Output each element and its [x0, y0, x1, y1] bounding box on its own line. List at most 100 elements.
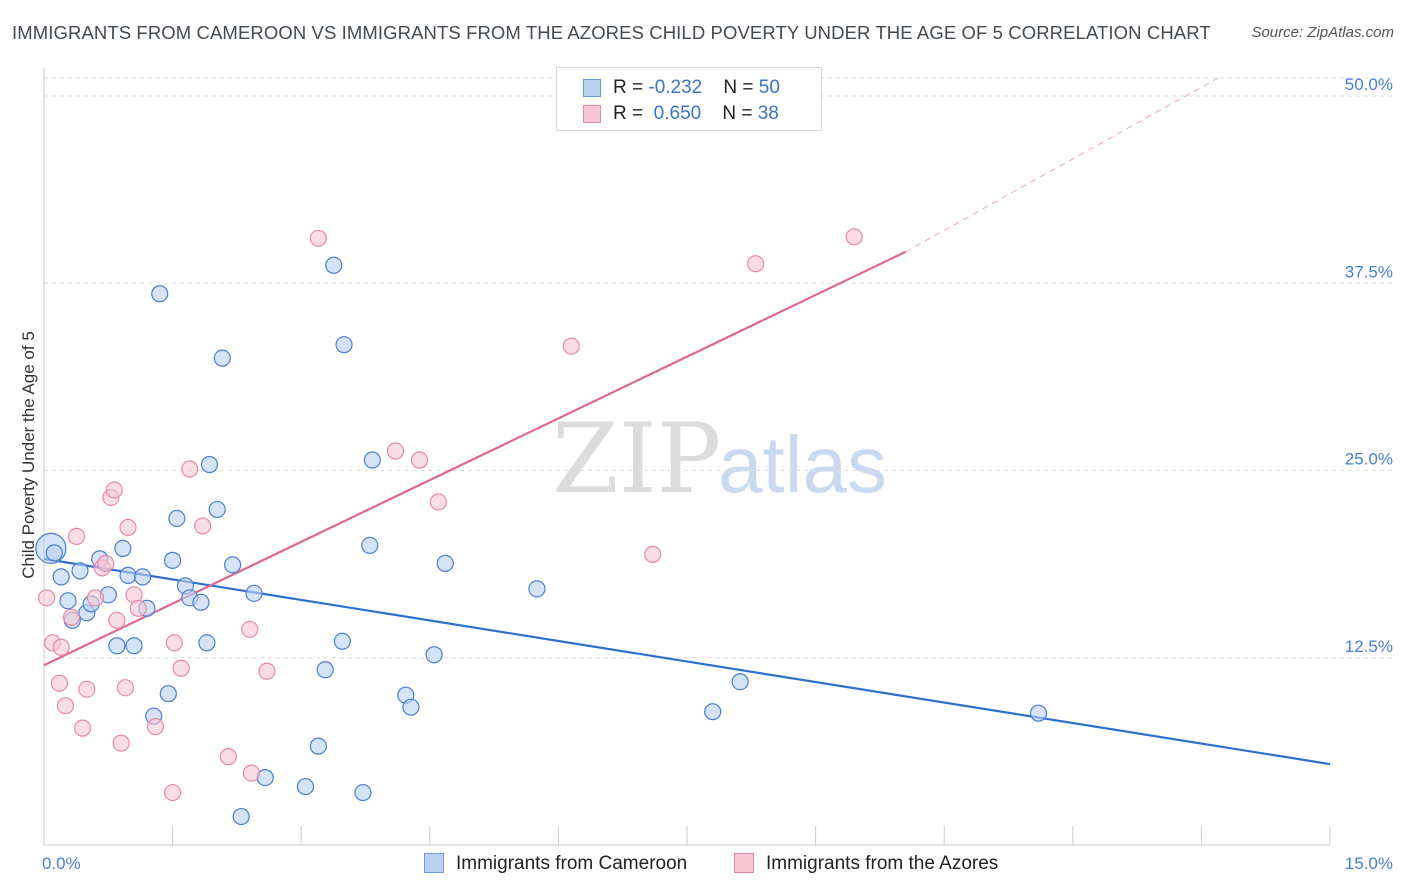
data-point-azores [50, 674, 69, 692]
watermark: ZIP atlas [552, 403, 887, 515]
data-point-cameroon [363, 451, 381, 469]
legend-r-label: R = [613, 103, 649, 124]
data-point-azores [52, 638, 70, 656]
watermark-zip: ZIP [552, 403, 721, 515]
data-point-cameroon [354, 783, 372, 802]
x-tick-label: 0.0% [42, 854, 81, 873]
data-point-cameroon [200, 455, 219, 474]
watermark-atlas: atlas [718, 420, 887, 509]
data-point-azores [194, 517, 212, 535]
data-point-cameroon [425, 646, 443, 664]
bottom-legend-label-azores: Immigrants from the Azores [766, 853, 999, 874]
data-point-azores [86, 589, 105, 607]
legend-text-cameroon: R = -0.232 N = 50 [613, 77, 780, 99]
legend-r-label: R = [613, 77, 649, 98]
chart-title: IMMIGRANTS FROM CAMEROON VS IMMIGRANTS F… [12, 22, 1211, 43]
trend-line-cameroon [43, 557, 1331, 766]
data-point-cameroon [71, 562, 89, 580]
data-point-azores [562, 337, 580, 355]
data-point-cameroon [402, 698, 420, 716]
data-point-azores [386, 442, 405, 460]
tick-labels: 12.5% 25.0% 37.5% 50.0% 0.0% 15.0% [42, 75, 1393, 873]
data-point-azores [258, 662, 276, 680]
legend-n-value: 50 [758, 77, 780, 98]
data-point-azores [219, 748, 237, 766]
data-point-cameroon [119, 566, 137, 584]
bottom-legend-swatch-cameroon [424, 853, 444, 873]
data-point-azores [172, 659, 190, 677]
data-point-cameroon [45, 544, 63, 562]
data-point-cameroon [731, 673, 749, 691]
bottom-legend-swatch-azores [734, 853, 754, 873]
y-tick-label: 25.0% [1345, 450, 1393, 469]
data-point-cameroon [436, 554, 454, 572]
data-point-azores [119, 518, 137, 537]
data-point-azores [78, 680, 96, 698]
data-point-cameroon [213, 349, 231, 367]
data-point-azores [410, 451, 429, 469]
data-point-cameroon [192, 593, 210, 611]
data-point-cameroon [108, 637, 126, 655]
x-tick-label: 15.0% [1345, 854, 1393, 873]
data-point-cameroon [125, 637, 143, 655]
data-point-cameroon [198, 634, 216, 652]
data-point-cameroon [325, 256, 343, 274]
data-point-azores [242, 764, 261, 782]
data-point-azores [129, 599, 147, 617]
data-points [35, 228, 1048, 826]
data-point-azores [165, 634, 183, 652]
data-point-cameroon [114, 539, 132, 557]
data-point-azores [108, 611, 126, 629]
data-point-azores [146, 718, 165, 736]
legend-r-value: 0.650 [648, 103, 702, 124]
data-point-azores [181, 460, 199, 478]
data-point-cameroon [208, 500, 226, 519]
data-point-cameroon [151, 285, 169, 303]
legend-swatch-cameroon [583, 79, 601, 97]
data-point-azores [112, 734, 130, 752]
legend-r-value: -0.232 [648, 77, 703, 98]
data-point-azores [845, 228, 863, 246]
data-point-cameroon [309, 737, 327, 755]
legend-n-label: N = [723, 77, 759, 98]
data-point-cameroon [316, 661, 334, 679]
data-point-cameroon [159, 685, 177, 703]
bottom-legend-label-cameroon: Immigrants from Cameroon [456, 853, 688, 874]
legend-text-azores: R = 0.650 N = 38 [613, 103, 779, 125]
data-point-azores [56, 697, 75, 715]
data-point-azores [62, 608, 81, 626]
data-point-azores [37, 589, 56, 607]
data-point-azores [73, 719, 92, 737]
correlation-legend: R = -0.232 N = 50 R = 0.650 N = 38 [556, 67, 822, 131]
data-point-cameroon [168, 509, 186, 528]
data-point-azores [67, 527, 86, 546]
trend-line-extension-azores [905, 77, 1219, 253]
data-point-azores [105, 481, 123, 499]
data-point-azores [746, 255, 765, 273]
data-point-cameroon [333, 632, 351, 650]
data-point-azores [644, 545, 662, 563]
data-point-cameroon [1029, 704, 1048, 722]
data-point-cameroon [164, 551, 182, 569]
data-point-azores [309, 229, 327, 247]
y-axis-label: Child Poverty Under the Age of 5 [19, 331, 38, 579]
data-point-cameroon [704, 703, 722, 721]
legend-swatch-azores [583, 105, 601, 123]
data-point-azores [429, 493, 447, 511]
y-tick-label: 50.0% [1345, 75, 1393, 94]
data-point-cameroon [335, 336, 353, 354]
data-point-cameroon [59, 592, 77, 610]
data-point-cameroon [245, 584, 263, 602]
data-point-azores [97, 554, 115, 572]
grid [44, 77, 1392, 659]
data-point-cameroon [361, 536, 379, 555]
y-tick-label: 12.5% [1345, 637, 1393, 656]
data-point-cameroon [133, 568, 152, 586]
y-tick-label: 37.5% [1345, 262, 1393, 281]
data-point-azores [241, 620, 259, 638]
data-point-cameroon [52, 568, 70, 586]
legend-n-value: 38 [757, 103, 779, 124]
source-label: Source: ZipAtlas.com [1251, 24, 1394, 41]
legend-n-label: N = [722, 103, 758, 124]
